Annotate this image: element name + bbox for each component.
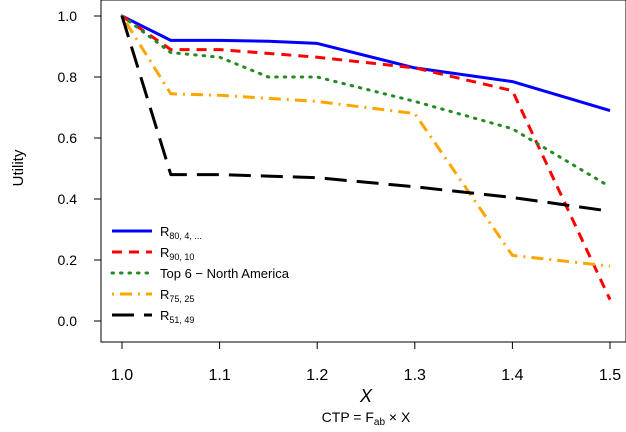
- series-line: [120, 14, 612, 189]
- y-tick-label: 0.0: [58, 313, 78, 329]
- legend-label: R51, 49: [160, 308, 194, 325]
- x-tick-label: 1.3: [404, 367, 426, 384]
- x-axis-caption: CTP = Fab × X: [322, 409, 411, 428]
- x-tick-label: 1.4: [501, 367, 523, 384]
- x-tick-label: 1.5: [599, 367, 621, 384]
- series-line: [121, 14, 611, 113]
- legend-label: R90, 10: [160, 245, 194, 262]
- legend: R80, 4, ... R90, 10 Top 6 − North America R…: [110, 224, 290, 325]
- x-tick-label: 1.0: [111, 367, 133, 384]
- series-line: [120, 15, 611, 213]
- plot-frame: [100, 0, 626, 343]
- y-axis-label: Utility: [10, 149, 27, 186]
- y-tick-label: 0.4: [58, 191, 78, 207]
- legend-label: R75, 25: [160, 287, 194, 304]
- x-axis-label: X: [359, 386, 373, 406]
- series-layer: [120, 14, 612, 301]
- series-line: [120, 15, 611, 268]
- x-tick-label: 1.2: [306, 367, 328, 384]
- x-tick-label: 1.1: [208, 367, 230, 384]
- y-tick-label: 1.0: [58, 8, 78, 24]
- y-tick-label: 0.6: [58, 130, 78, 146]
- series-line: [121, 14, 612, 301]
- y-tick-label: 0.2: [58, 252, 78, 268]
- legend-label: Top 6 − North America: [160, 266, 290, 281]
- y-tick-label: 0.8: [58, 69, 78, 85]
- legend-label: R80, 4, ...: [160, 224, 202, 241]
